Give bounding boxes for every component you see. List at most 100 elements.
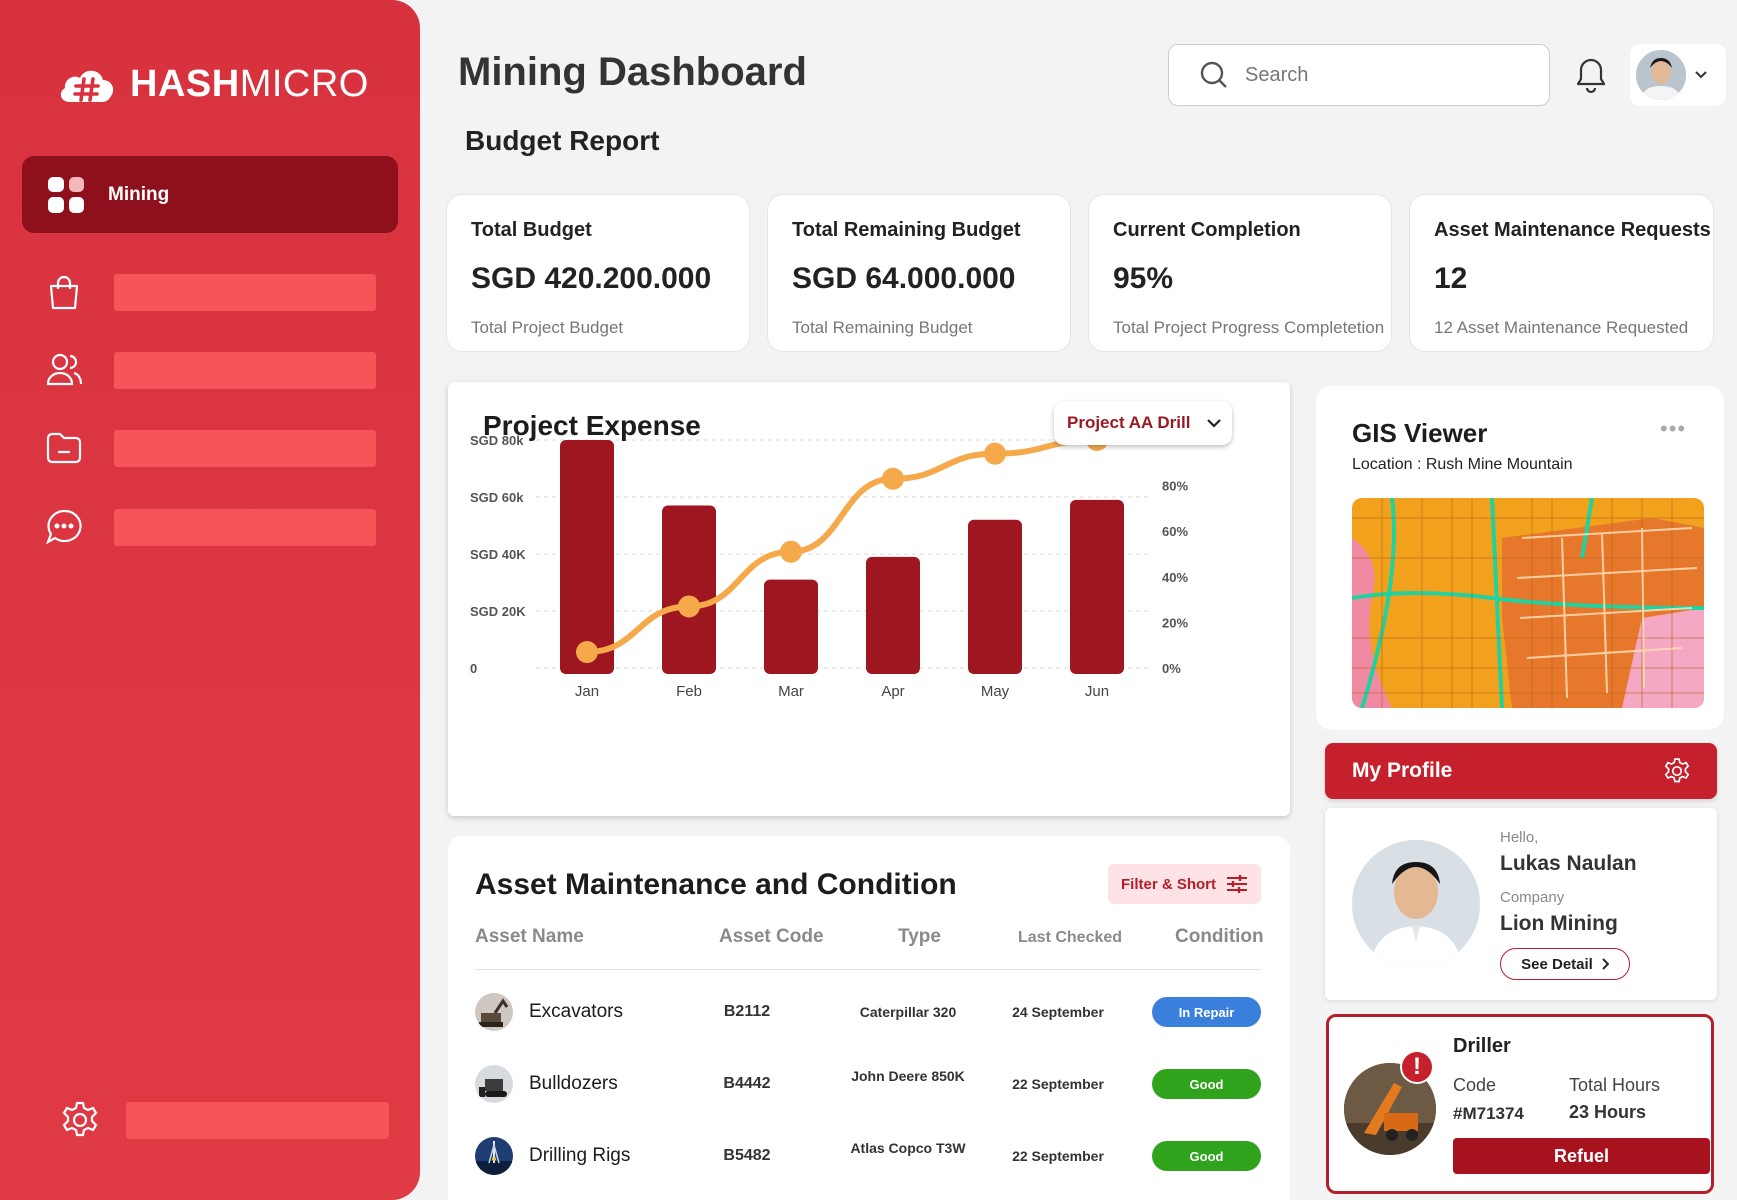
sidebar-item-messages[interactable] — [44, 507, 376, 547]
asset-code: B2112 — [723, 1003, 771, 1020]
sidebar-item-placeholder — [126, 1101, 389, 1139]
chart-point — [984, 442, 1006, 465]
project-select-value: Project AA Drill — [1067, 413, 1191, 432]
stat-card-completion: Current Completion 95% Total Project Pro… — [1088, 194, 1392, 352]
page-title: Mining Dashboard — [458, 50, 807, 94]
my-profile-header: My Profile — [1325, 743, 1717, 799]
driller-hours: 23 Hours — [1569, 1102, 1647, 1122]
gis-viewer-card: GIS Viewer Location : Rush Mine Mountain… — [1316, 386, 1724, 730]
search-icon — [1200, 61, 1227, 88]
users-icon — [46, 353, 83, 386]
greeting: Hello, — [1500, 829, 1539, 846]
sidebar-item-label: Mining — [108, 183, 170, 205]
chart-bar — [662, 505, 716, 674]
gis-title: GIS Viewer — [1352, 418, 1488, 448]
stat-card-remaining-budget: Total Remaining Budget SGD 64.000.000 To… — [767, 194, 1071, 352]
chart-point — [678, 595, 700, 618]
company-name: Lion Mining — [1500, 912, 1618, 935]
brand-logo[interactable]: HASHMICRO — [56, 62, 369, 106]
y-axis-right-tick: 0% — [1162, 661, 1181, 676]
sidebar-item-files[interactable] — [44, 428, 376, 468]
stat-value: SGD 420.200.000 — [471, 262, 712, 295]
stat-title: Asset Maintenance Requests — [1434, 219, 1711, 241]
avatar — [1352, 840, 1480, 968]
drilling-rig-thumbnail — [475, 1137, 513, 1175]
sidebar-item-placeholder — [114, 273, 376, 311]
refuel-button[interactable]: Refuel — [1453, 1138, 1710, 1174]
sidebar: HASHMICRO Mining — [0, 0, 420, 1200]
gis-map[interactable] — [1352, 498, 1704, 708]
chevron-down-icon — [1207, 419, 1222, 428]
bell-icon[interactable] — [1574, 56, 1608, 94]
excavator-thumbnail — [475, 993, 513, 1031]
column-header: Last Checked — [1018, 929, 1123, 946]
filter-sort-button[interactable]: Filter & Short — [1108, 864, 1261, 904]
table-row[interactable]: Bulldozers B4442 John Deere 850K 22 Sept… — [448, 1059, 1290, 1109]
asset-name: Excavators — [529, 1001, 623, 1022]
asset-maintenance-card: Asset Maintenance and Condition Filter &… — [448, 836, 1290, 1200]
asset-type: John Deere 850K — [851, 1068, 965, 1084]
company-label: Company — [1500, 889, 1565, 906]
alert-icon: ! — [1400, 1050, 1434, 1084]
x-axis-tick: May — [981, 683, 1010, 700]
code-label: Code — [1453, 1075, 1497, 1095]
stat-subtitle: 12 Asset Maintenance Requested — [1434, 318, 1689, 337]
cloud-hash-icon — [60, 70, 114, 102]
see-detail-button[interactable]: See Detail — [1500, 948, 1630, 980]
driller-card: ! Driller Code Total Hours #M71374 23 Ho… — [1326, 1014, 1714, 1194]
gear-icon — [62, 1101, 98, 1137]
grid-icon — [48, 176, 84, 213]
table-row[interactable]: Excavators B2112 Caterpillar 320 24 Sept… — [448, 987, 1290, 1037]
chart-bar — [1070, 499, 1124, 674]
chart-bar — [764, 579, 818, 674]
sidebar-item-shop[interactable] — [44, 272, 376, 312]
user-menu[interactable] — [1630, 44, 1726, 106]
status-badge: In Repair — [1152, 997, 1261, 1027]
profile-card: Hello, Lukas Naulan Company Lion Mining … — [1325, 808, 1717, 1000]
asset-name: Drilling Rigs — [529, 1145, 631, 1166]
stat-card-total-budget: Total Budget SGD 420.200.000 Total Proje… — [446, 194, 750, 352]
y-axis-right-tick: 80% — [1162, 479, 1188, 494]
y-axis-right-tick: 20% — [1162, 615, 1188, 630]
hours-label: Total Hours — [1569, 1075, 1661, 1095]
driller-role: Driller — [1453, 1035, 1511, 1057]
table-row[interactable]: Drilling Rigs B5482 Atlas Copco T3W 22 S… — [448, 1131, 1290, 1181]
profile-name: Lukas Naulan — [1500, 852, 1637, 875]
column-header: Condition — [1175, 926, 1264, 947]
stat-title: Total Budget — [471, 219, 592, 241]
column-header: Type — [898, 926, 941, 947]
sidebar-item-placeholder — [114, 429, 376, 467]
chart-point — [576, 641, 598, 664]
gear-icon[interactable] — [1663, 757, 1691, 785]
stat-subtitle: Total Remaining Budget — [792, 318, 973, 337]
y-axis-left-tick: SGD 80k — [470, 433, 524, 448]
project-expense-chart: 0 SGD 20K SGD 40K SGD 60k SGD 80k 0% 20% 40% 60%… — [470, 429, 1196, 700]
more-options-icon[interactable]: ••• — [1660, 416, 1687, 441]
y-axis-left-tick: SGD 40K — [470, 547, 526, 562]
chart-point — [780, 540, 802, 563]
search-bar[interactable] — [1168, 44, 1550, 106]
stat-title: Total Remaining Budget — [792, 219, 1021, 241]
chart-bar — [866, 556, 920, 674]
project-select[interactable]: Project AA Drill — [1054, 401, 1232, 445]
last-checked: 22 September — [1012, 1148, 1104, 1164]
asset-type: Atlas Copco T3W — [850, 1140, 966, 1156]
project-expense-card: 0 SGD 20K SGD 40K SGD 60k SGD 80k 0% 20% 40% 60%… — [448, 382, 1290, 816]
driller-avatar — [1344, 1063, 1436, 1155]
y-axis-left-tick: 0 — [470, 661, 477, 676]
sidebar-item-settings[interactable] — [60, 1100, 389, 1140]
stat-value: SGD 64.000.000 — [792, 262, 1016, 295]
y-axis-left-tick: SGD 60k — [470, 490, 524, 505]
sidebar-item-users[interactable] — [44, 350, 376, 390]
status-badge: Good — [1152, 1141, 1261, 1171]
search-input[interactable] — [1245, 63, 1505, 87]
asset-code: B5482 — [723, 1147, 771, 1164]
chat-icon — [45, 509, 82, 545]
chart-point — [882, 467, 904, 490]
sidebar-item-mining[interactable]: Mining — [22, 156, 398, 233]
stat-title: Current Completion — [1113, 219, 1301, 241]
asset-code: B4442 — [723, 1075, 771, 1092]
x-axis-tick: Jan — [575, 683, 599, 700]
asset-type: Caterpillar 320 — [859, 1004, 957, 1020]
column-header: Asset Code — [719, 926, 824, 947]
